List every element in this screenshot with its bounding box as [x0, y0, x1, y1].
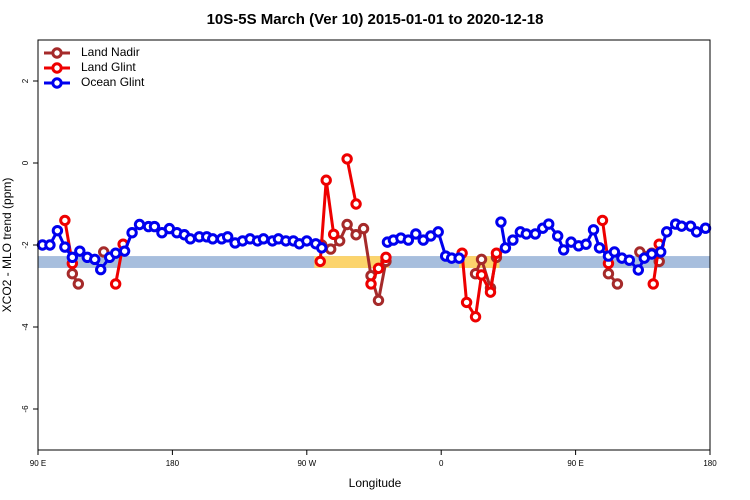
data-point: [148, 220, 161, 233]
data-point: [109, 247, 122, 259]
data-point: [529, 228, 541, 240]
data-point: [520, 228, 533, 240]
data-point: [632, 264, 645, 276]
data-point: [341, 218, 353, 231]
data-point: [490, 247, 503, 259]
data-point: [587, 224, 600, 236]
y-tick-label: 2: [21, 78, 30, 83]
data-point: [44, 239, 56, 251]
data-point: [316, 242, 328, 254]
legend-marker: [51, 47, 63, 59]
data-point: [453, 252, 465, 264]
y-axis-label: XCO2 - MLO trend (ppm): [0, 178, 14, 313]
data-point: [460, 296, 473, 309]
data-point: [557, 244, 570, 256]
data-point: [608, 246, 621, 258]
data-point: [380, 251, 392, 263]
data-point: [475, 253, 488, 266]
data-point: [118, 245, 131, 257]
data-point: [596, 214, 609, 227]
data-point: [699, 222, 712, 234]
data-point: [301, 235, 313, 247]
data-point: [350, 229, 362, 241]
data-point: [320, 174, 332, 186]
x-tick-label: 0: [439, 459, 444, 468]
x-tick-label: 180: [166, 459, 180, 468]
data-point: [660, 226, 673, 238]
data-point: [221, 231, 234, 243]
data-point: [59, 241, 71, 253]
data-point: [410, 228, 422, 240]
data-point: [372, 262, 385, 275]
legend-marker: [51, 62, 63, 74]
data-point: [341, 153, 353, 165]
data-point: [109, 278, 122, 290]
legend-marker: [51, 77, 63, 89]
data-point: [469, 311, 482, 323]
data-point: [314, 255, 326, 268]
data-point: [350, 198, 362, 210]
data-point: [655, 246, 667, 258]
data-point: [551, 230, 564, 242]
data-point: [126, 227, 138, 239]
data-point: [66, 251, 79, 263]
y-tick-label: -2: [21, 241, 30, 249]
data-point: [495, 216, 507, 228]
data-point: [690, 226, 703, 238]
data-point: [324, 243, 337, 255]
series-line: [460, 252, 498, 322]
x-tick-label: 90 W: [297, 459, 316, 468]
data-point: [402, 234, 415, 246]
data-point: [51, 224, 64, 237]
data-point: [89, 253, 101, 266]
data-point: [543, 218, 555, 230]
data-point: [647, 278, 659, 290]
data-point: [593, 242, 606, 254]
chart-title: 10S-5S March (Ver 10) 2015-01-01 to 2020…: [207, 11, 544, 28]
series-line: [345, 158, 358, 205]
y-tick-label: -6: [21, 405, 30, 413]
plot-frame: [37, 39, 711, 451]
data-point: [675, 220, 688, 232]
data-point: [580, 238, 592, 250]
x-tick-label: 90 E: [567, 459, 583, 468]
x-tick-label: 90 E: [30, 459, 46, 468]
data-point: [207, 233, 219, 245]
data-point: [66, 268, 79, 280]
data-point: [372, 294, 385, 307]
data-point: [365, 278, 377, 290]
data-point: [357, 222, 370, 235]
legend-label: Land Nadir: [81, 45, 140, 59]
data-point: [133, 218, 146, 231]
data-point: [507, 234, 519, 246]
legend-label: Ocean Glint: [81, 75, 145, 89]
data-point: [475, 269, 488, 281]
data-point: [432, 226, 444, 238]
data-point: [623, 254, 636, 266]
data-point: [611, 278, 624, 290]
data-point: [257, 233, 270, 245]
data-point: [74, 245, 86, 257]
legend-label: Land Glint: [81, 60, 136, 74]
data-point: [59, 214, 71, 227]
y-tick-label: -4: [21, 323, 30, 331]
data-point: [72, 278, 85, 290]
data-point: [333, 235, 346, 247]
data-point: [646, 248, 658, 260]
x-tick-label: 180: [703, 459, 717, 468]
data-point: [484, 286, 497, 298]
band-highlight: [314, 256, 389, 268]
data-point: [602, 268, 615, 280]
data-point: [95, 263, 107, 276]
data-point: [327, 228, 340, 241]
y-tick-label: 0: [21, 160, 30, 165]
data-point: [184, 233, 197, 245]
data-point: [499, 242, 512, 254]
x-axis-label: Longitude: [349, 476, 402, 490]
plot-area: [36, 153, 712, 323]
